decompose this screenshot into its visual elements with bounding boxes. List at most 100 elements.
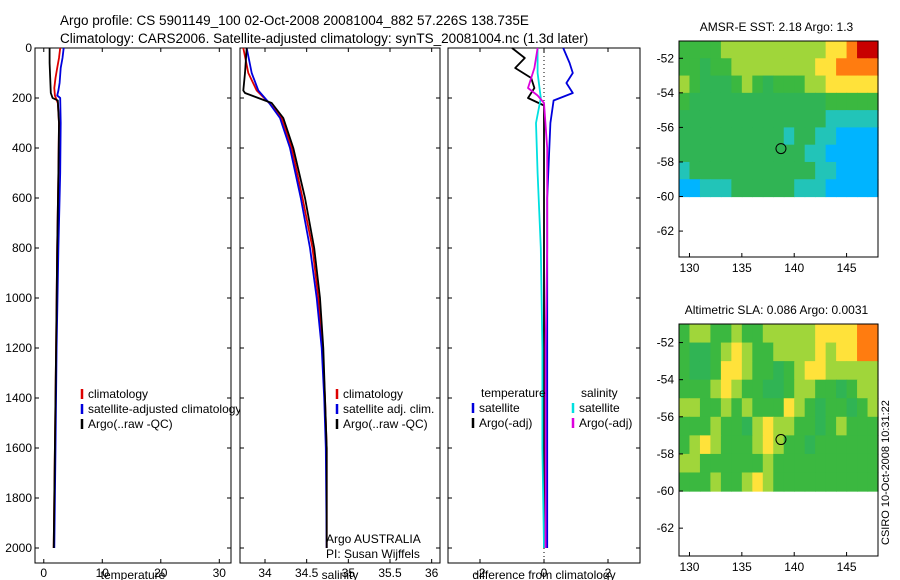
temperature-ytick-label: 1400 [5,391,32,405]
sla-map-cell [720,453,732,474]
sla-map-xtick-label: 140 [784,560,804,574]
sla-map-cell [773,379,785,399]
sla-map-cell [825,453,837,474]
sst-map-cell [762,179,774,198]
sst-map-cell [794,58,806,77]
temperature-xtick-label: 30 [213,566,227,580]
sla-map-cell [720,435,732,455]
temperature-ytick-label: 1600 [5,441,32,455]
sst-map-cell [794,161,806,180]
sla-map-cell [731,416,743,436]
sst-map-cell [773,75,785,94]
sst-map-cell [679,41,691,59]
sst-map-cell [752,127,764,146]
sst-map-cell [836,92,848,111]
sla-map-cell [699,435,712,455]
sla-map-cell [689,379,701,399]
sla-map-cell [710,453,722,474]
sla-map-cell [804,361,816,381]
difference-series-3 [535,48,545,549]
sla-map-cell [794,361,806,381]
sst-map-cell [741,127,753,146]
sst-map-cell [804,110,816,128]
sla-map-cell [752,398,764,418]
sst-map-ytick-label: -62 [657,224,675,238]
sla-map-cell [762,472,774,492]
sla-map-xtick-label: 130 [679,560,699,574]
sst-map-cell [710,110,722,128]
sla-map-cell [773,472,785,492]
sst-map-cell [773,127,785,146]
sst-map-cell [689,110,701,128]
sst-map-cell [857,58,869,77]
sst-map-cell [825,58,837,77]
sst-map-cell [689,75,701,94]
sla-map-cell [825,379,837,399]
sst-map-cell [783,58,795,77]
sla-map-cell [867,342,879,362]
sst-map-cell [752,110,764,128]
sst-map-cell [825,127,837,146]
sla-map-cell [815,472,827,492]
sst-map-cell [762,92,774,111]
sst-map-cell [720,179,732,198]
temperature-ytick-label: 200 [12,91,32,105]
sla-map-cell [710,416,722,436]
sst-map-cell [846,58,858,77]
sla-map-cell [857,379,869,399]
sla-map-cell [804,342,816,362]
sst-map-cell [699,58,712,77]
difference-series-1 [546,47,574,548]
sst-map-cell [752,179,764,198]
sla-map-cell [857,342,869,362]
sla-map-cell [867,379,879,399]
salinity-xtick-label: 34 [258,566,272,580]
sla-map-cell [867,472,879,492]
sla-map-cell [846,435,858,455]
sst-map-cell [815,58,827,77]
timestamp-stamp: CSIRO 10-Oct-2008 10:31:22 [880,400,892,545]
sla-map-cell [825,361,837,381]
sla-map-cell [699,472,712,492]
difference-legend-title: salinity [581,386,618,400]
sla-map-cell [794,324,806,344]
sst-map-cell [689,127,701,146]
sla-map-cell [699,361,712,381]
sst-map-cell [699,161,712,180]
sla-map-cell [689,453,701,474]
sla-map-cell [783,361,795,381]
sst-map-cell [794,92,806,111]
sla-map-cell [689,398,701,418]
sst-map-cell [720,92,732,111]
sst-map-cell [710,179,722,198]
sla-map-ytick-label: -54 [657,373,675,387]
sst-map-cell [752,75,764,94]
sla-map-cell [679,361,691,381]
sst-map-ytick-label: -58 [657,155,675,169]
sla-map-cell [836,398,848,418]
sst-map-cell [689,58,701,77]
header-title: Argo profile: CS 5901149_100 02-Oct-2008… [60,13,529,28]
sla-map-cell [794,342,806,362]
sla-map-cell [720,472,732,492]
sla-map-cell [710,324,722,344]
sla-map-cell [857,453,869,474]
sst-map-cell [846,179,858,198]
sst-map-cell [679,58,691,77]
sla-map-cell [867,416,879,436]
sla-map-cell [867,398,879,418]
sla-map-xtick-label: 135 [732,560,752,574]
sst-map-cell [783,110,795,128]
sla-map-cell [689,472,701,492]
sst-map-cell [762,75,774,94]
sst-map-cell [752,58,764,77]
temperature-ytick-label: 1200 [5,341,32,355]
sst-map-cell [741,161,753,180]
sla-map-cell [773,435,785,455]
sst-map-cell [794,41,806,59]
sst-map-cell [720,75,732,94]
sst-map-cell [804,58,816,77]
sla-map-cell [689,435,701,455]
